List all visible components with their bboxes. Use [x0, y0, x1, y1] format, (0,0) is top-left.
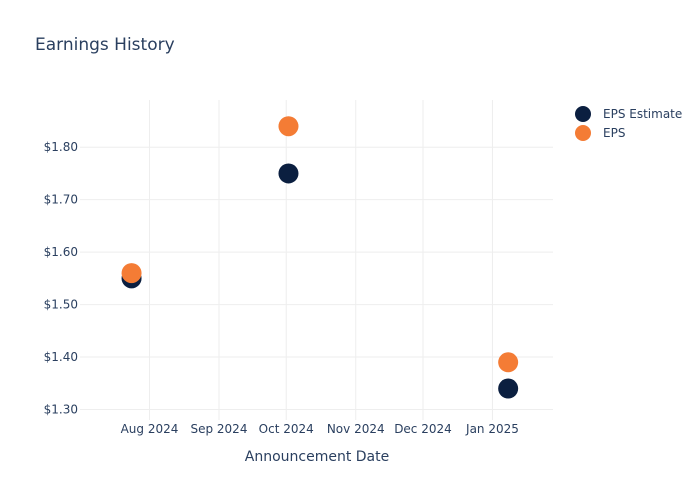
point-eps[interactable]	[278, 116, 299, 137]
x-tick-label: Jan 2025	[465, 422, 519, 436]
x-tick-label: Sep 2024	[190, 422, 247, 436]
chart-title: Earnings History	[35, 35, 175, 55]
y-tick-label: $1.40	[44, 350, 78, 364]
legend-marker[interactable]	[575, 106, 591, 122]
point-eps-estimate[interactable]	[278, 163, 299, 184]
y-tick-label: $1.80	[44, 140, 78, 154]
data-points	[121, 116, 519, 399]
grid-layer	[80, 100, 553, 420]
point-eps-estimate[interactable]	[498, 378, 519, 399]
point-eps[interactable]	[498, 352, 519, 373]
legend-label[interactable]: EPS Estimate	[603, 107, 682, 121]
x-axis-title: Announcement Date	[245, 449, 389, 465]
x-tick-label: Oct 2024	[259, 422, 314, 436]
x-tick-label: Dec 2024	[394, 422, 452, 436]
y-tick-label: $1.50	[44, 298, 78, 312]
legend-marker[interactable]	[575, 125, 591, 141]
legend: EPS Estimate EPS	[575, 106, 682, 141]
point-eps[interactable]	[121, 263, 142, 284]
x-tick-labels: Aug 2024 Sep 2024 Oct 2024 Nov 2024 Dec 2024…	[121, 422, 519, 436]
x-tick-label: Nov 2024	[327, 422, 385, 436]
y-tick-label: $1.30	[44, 403, 78, 417]
y-tick-labels: $1.30 $1.40 $1.50 $1.60 $1.70 $1.80	[44, 140, 78, 416]
y-tick-label: $1.60	[44, 245, 78, 259]
x-tick-label: Aug 2024	[121, 422, 179, 436]
legend-label[interactable]: EPS	[603, 126, 625, 140]
y-tick-label: $1.70	[44, 193, 78, 207]
